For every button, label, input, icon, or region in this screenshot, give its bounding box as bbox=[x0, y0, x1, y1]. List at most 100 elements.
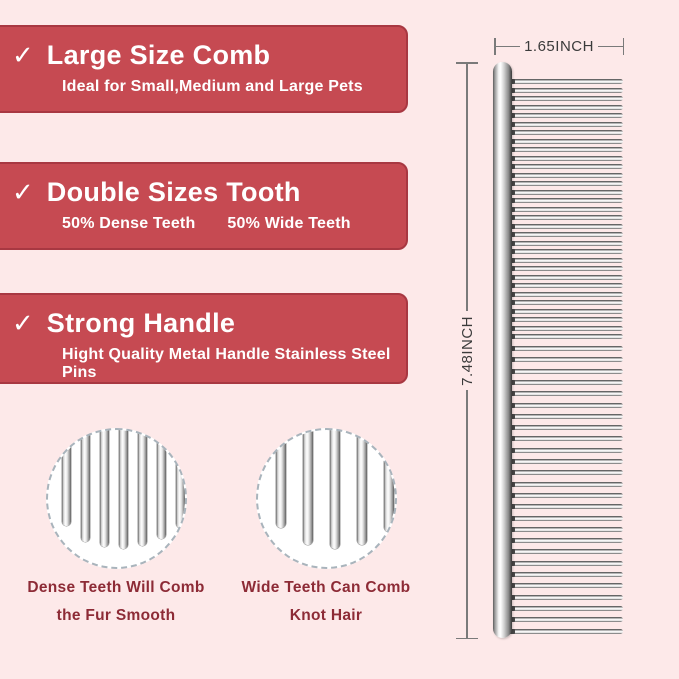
wide-teeth-caption: Wide Teeth Can Comb Knot Hair bbox=[216, 574, 436, 630]
comb-tooth bbox=[508, 147, 623, 152]
dense-teeth-caption: Dense Teeth Will Comb the Fur Smooth bbox=[6, 574, 226, 630]
comb-tooth bbox=[508, 181, 623, 186]
dimension-tick bbox=[456, 637, 478, 640]
comb-tooth bbox=[508, 249, 623, 254]
comb-tooth bbox=[508, 526, 623, 532]
dimension-line bbox=[466, 63, 468, 311]
comb-tooth bbox=[508, 113, 623, 118]
comb-tooth bbox=[508, 121, 623, 127]
check-icon: ✓ bbox=[12, 40, 34, 70]
comb-tooth bbox=[508, 138, 623, 144]
banner-subtitle-dense: 50% Dense Teeth bbox=[62, 215, 196, 232]
comb-tooth bbox=[508, 605, 623, 611]
zoom-tooth bbox=[81, 430, 90, 542]
comb-tooth bbox=[508, 232, 623, 237]
comb-tooth bbox=[508, 79, 623, 84]
comb-tooth bbox=[508, 470, 623, 476]
dimension-tick bbox=[494, 38, 496, 55]
banner-subtitle-wide: 50% Wide Teeth bbox=[227, 215, 351, 232]
banner-title: Strong Handle bbox=[46, 308, 236, 338]
comb-tooth bbox=[508, 206, 623, 212]
banner-subtitle: Ideal for Small,Medium and Large Pets bbox=[62, 78, 363, 95]
zoom-tooth bbox=[276, 430, 286, 528]
width-dimension-label: 1.65INCH bbox=[524, 38, 594, 55]
dense-teeth-zoom-circle bbox=[46, 428, 187, 569]
banner-subtitle: Hight Quality Metal Handle Stainless Ste… bbox=[62, 346, 391, 381]
comb-tooth bbox=[508, 240, 623, 246]
comb-tooth bbox=[508, 379, 623, 385]
comb-tooth bbox=[508, 402, 623, 408]
comb-tooth bbox=[508, 257, 623, 263]
caption-line: Knot Hair bbox=[289, 607, 363, 624]
comb-tooth bbox=[508, 504, 623, 510]
comb-tooth bbox=[508, 447, 623, 453]
comb-tooth bbox=[508, 346, 623, 351]
dimension-tick bbox=[622, 38, 625, 55]
comb-tooth bbox=[508, 560, 623, 566]
check-icon: ✓ bbox=[12, 308, 34, 338]
comb-tooth bbox=[508, 583, 623, 589]
comb-tooth bbox=[508, 334, 623, 339]
dimension-tick bbox=[456, 62, 478, 64]
comb-tooth bbox=[508, 283, 623, 288]
comb-tooth bbox=[508, 459, 623, 464]
comb-tooth bbox=[508, 215, 623, 220]
zoom-tooth bbox=[357, 430, 367, 545]
wide-teeth-zoom-circle bbox=[256, 428, 397, 569]
comb-tooth bbox=[508, 425, 623, 431]
feature-banner-strong-handle: ✓ Strong Handle Hight Quality Metal Hand… bbox=[0, 293, 408, 384]
zoom-tooth bbox=[157, 430, 166, 539]
caption-line: the Fur Smooth bbox=[56, 607, 176, 624]
height-dimension: 7.48INCH bbox=[456, 62, 478, 640]
caption-line: Wide Teeth Can Comb bbox=[241, 579, 411, 596]
comb-tooth bbox=[508, 317, 623, 322]
comb-tooth bbox=[508, 368, 623, 374]
comb-tooth bbox=[508, 223, 623, 229]
zoom-tooth bbox=[119, 430, 128, 549]
comb-tooth bbox=[508, 628, 623, 634]
check-icon: ✓ bbox=[12, 177, 34, 207]
comb-tooth bbox=[508, 87, 623, 93]
feature-banner-large-size: ✓ Large Size Comb Ideal for Small,Medium… bbox=[0, 25, 408, 113]
comb-tooth bbox=[508, 549, 623, 555]
zoom-tooth bbox=[303, 430, 313, 545]
comb-tooth bbox=[508, 325, 623, 331]
banner-title: Double Sizes Tooth bbox=[46, 177, 301, 207]
zoom-tooth bbox=[330, 430, 340, 549]
comb-tooth bbox=[508, 572, 623, 577]
comb-tooth bbox=[508, 515, 623, 521]
caption-line: Dense Teeth Will Comb bbox=[27, 579, 205, 596]
comb-tooth bbox=[508, 172, 623, 178]
comb-tooth bbox=[508, 130, 623, 135]
zoom-tooth bbox=[384, 430, 394, 532]
dimension-line bbox=[495, 45, 521, 48]
comb-tooth bbox=[508, 413, 623, 419]
comb-tooth bbox=[508, 492, 623, 498]
comb-tooth bbox=[508, 266, 623, 271]
comb-tooth bbox=[508, 436, 623, 442]
comb-tooth bbox=[508, 300, 623, 305]
comb-tooth bbox=[508, 189, 623, 195]
comb-tooth bbox=[508, 357, 623, 363]
comb-tooth bbox=[508, 291, 623, 297]
dimension-line bbox=[466, 390, 468, 638]
comb-tooth bbox=[508, 481, 623, 487]
comb-tooth bbox=[508, 104, 623, 110]
comb-tooth bbox=[508, 164, 623, 169]
comb-spine bbox=[493, 62, 512, 638]
comb-tooth bbox=[508, 198, 623, 203]
comb-tooth bbox=[508, 155, 623, 161]
feature-banner-double-tooth: ✓ Double Sizes Tooth 50% Dense Teeth 50%… bbox=[0, 162, 408, 250]
height-dimension-label: 7.48INCH bbox=[458, 315, 476, 386]
zoom-tooth bbox=[62, 430, 71, 526]
comb-tooth bbox=[508, 391, 623, 397]
banner-title: Large Size Comb bbox=[46, 40, 271, 70]
zoom-tooth bbox=[100, 430, 109, 547]
comb-tooth bbox=[508, 308, 623, 314]
comb-tooth bbox=[508, 617, 623, 623]
width-dimension: 1.65INCH bbox=[494, 38, 625, 55]
comb-tooth bbox=[508, 274, 623, 280]
zoom-tooth bbox=[176, 430, 185, 528]
comb-tooth bbox=[508, 96, 623, 101]
